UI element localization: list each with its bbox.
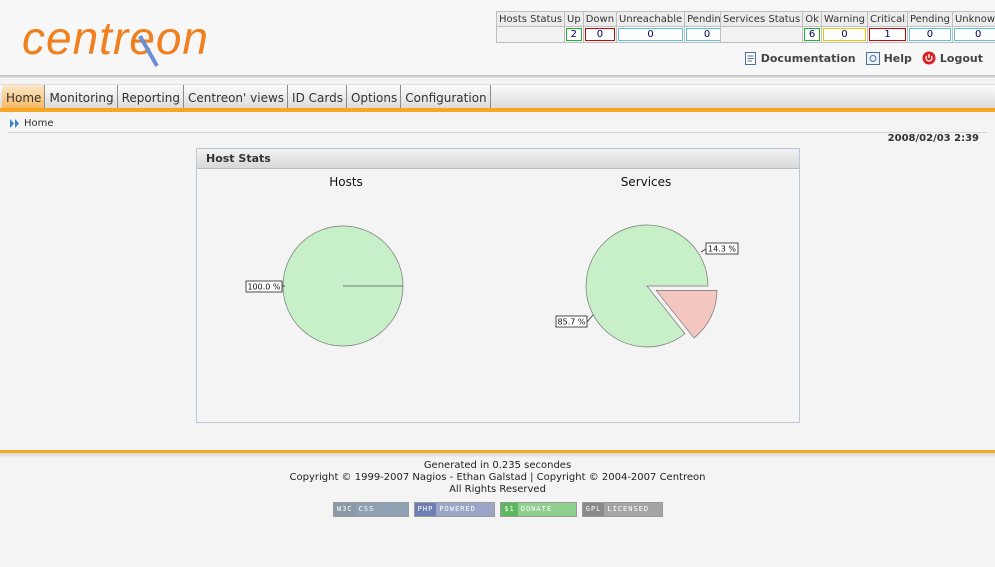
logout-label: Logout <box>939 51 983 65</box>
service-status-value-4: 0 <box>909 28 951 41</box>
breadcrumb-home[interactable]: Home <box>24 118 54 129</box>
badge-left-text: $1 <box>501 503 518 516</box>
service-status-count-4[interactable]: 0 <box>907 26 953 43</box>
top-links: Documentation Help Logout <box>744 51 983 65</box>
host-status-count-2[interactable]: 0 <box>582 26 618 43</box>
host-stats-panel: Host Stats Hosts 100.0 % Services 85.7 % 14.… <box>196 148 800 423</box>
host-status-header-4: Pending <box>684 11 731 27</box>
all-rights: All Rights Reserved <box>449 484 546 495</box>
menu-item-centreon-views[interactable]: Centreon' views <box>184 85 289 109</box>
breadcrumb: Home <box>10 118 54 129</box>
badge-left-text: GPL <box>582 503 605 516</box>
service-status-count-1[interactable]: 6 <box>802 26 822 43</box>
host-status-value-1: 2 <box>566 28 582 41</box>
centreon-logo[interactable]: centreon <box>22 14 274 70</box>
current-datetime: 2008/02/03 2:39 <box>887 133 979 144</box>
service-status-spacer <box>719 26 804 43</box>
menu-item-home[interactable]: Home <box>2 85 46 109</box>
pie-slice-1-0 <box>585 224 709 348</box>
power-icon <box>922 51 936 65</box>
label-box-1-1 <box>705 242 739 255</box>
label-box-0-0 <box>245 280 283 293</box>
badge-left-text: W3C <box>334 503 356 516</box>
chart-title-1: Services <box>621 175 672 189</box>
label-leader-1-0 <box>586 314 594 323</box>
badge-donate[interactable]: $1 DONATE <box>500 502 577 517</box>
host-status-count-3[interactable]: 0 <box>616 26 686 43</box>
help-icon <box>865 51 880 65</box>
generated-time: Generated in 0.235 secondes <box>423 460 572 471</box>
service-status-header-3: Critical <box>867 11 908 27</box>
badge-right-text: DONATE <box>517 503 576 516</box>
logout-link[interactable]: Logout <box>922 51 983 65</box>
pie-slice-1-1 <box>655 289 718 339</box>
double-chevron-icon <box>10 119 19 128</box>
menu-item-configuration[interactable]: Configuration <box>401 85 491 109</box>
badges: W3C CSS PHP POWERED $1 DONATE GPL LICENSED <box>333 502 664 517</box>
service-status-header-4: Pending <box>907 11 953 27</box>
service-status-value-1: 6 <box>804 28 820 41</box>
svg-text:centreon: centreon <box>22 14 209 64</box>
menu-item-monitoring[interactable]: Monitoring <box>45 85 118 109</box>
service-status-header-0: Services Status <box>719 11 804 27</box>
service-status-count-5[interactable]: 0 <box>951 26 995 43</box>
host-status-count-1[interactable]: 2 <box>564 26 584 43</box>
menu-item-id-cards[interactable]: ID Cards <box>288 85 347 109</box>
service-status-table: Services Status Ok Warning Critical Pending U… <box>719 11 995 43</box>
menu-item-reporting[interactable]: Reporting <box>118 85 184 109</box>
service-status-value-3: 1 <box>869 28 906 41</box>
host-status-value-3: 0 <box>618 28 684 41</box>
host-status-header-2: Down <box>582 11 618 27</box>
badge-right-text: POWERED <box>436 503 495 516</box>
service-status-header-2: Warning <box>820 11 869 27</box>
header: centreon Hosts Status Up Down Unreachable Pe… <box>0 0 995 75</box>
host-status-spacer <box>495 26 566 43</box>
footer: Generated in 0.235 secondes Copyright © … <box>0 460 995 496</box>
badge-powered[interactable]: PHP POWERED <box>413 502 496 517</box>
slice-label-1-1: 14.3 % <box>708 245 736 254</box>
service-status-count-3[interactable]: 1 <box>867 26 908 43</box>
service-status-header-5: Unknown <box>951 11 995 27</box>
host-status-header-3: Unreachable <box>616 11 686 27</box>
documentation-link[interactable]: Documentation <box>744 51 856 65</box>
slice-label-1-0: 85.7 % <box>558 318 586 327</box>
header-divider <box>0 75 995 78</box>
service-status-count-2[interactable]: 0 <box>820 26 869 43</box>
pie-charts: Hosts 100.0 % Services 85.7 % 14.3 % <box>245 175 739 348</box>
badge-right-text: LICENSED <box>604 503 663 516</box>
host-status-header-1: Up <box>564 11 584 27</box>
label-box-1-0 <box>555 315 588 328</box>
slice-label-0-0: 100.0 % <box>247 283 280 292</box>
menu-item-options[interactable]: Options <box>347 85 402 109</box>
label-leader-1-1 <box>700 248 707 253</box>
help-link[interactable]: Help <box>865 51 912 65</box>
badge-left-text: PHP <box>414 503 437 516</box>
menu-underline <box>0 108 995 112</box>
footer-shade <box>0 453 995 458</box>
badge-licensed[interactable]: GPL LICENSED <box>581 502 664 517</box>
document-icon <box>744 51 756 65</box>
chart-title-0: Hosts <box>329 175 363 189</box>
service-status-value-5: 0 <box>953 28 995 41</box>
badge-right-text: CSS <box>355 503 408 516</box>
panel-title: Host Stats <box>197 149 799 169</box>
badge-css[interactable]: W3C CSS <box>333 502 409 517</box>
copyright: Copyright © 1999-2007 Nagios - Ethan Gal… <box>289 472 706 483</box>
host-status-header-0: Hosts Status <box>495 11 566 27</box>
service-status-value-2: 0 <box>822 28 867 41</box>
footer-accent <box>0 450 995 453</box>
service-status-header-1: Ok <box>802 11 822 27</box>
help-label: Help <box>883 51 912 65</box>
documentation-label: Documentation <box>760 51 856 65</box>
main-menu: Home Monitoring Reporting Centreon' views ID… <box>0 84 995 109</box>
host-status-value-2: 0 <box>584 28 616 41</box>
breadcrumb-divider <box>8 132 987 133</box>
